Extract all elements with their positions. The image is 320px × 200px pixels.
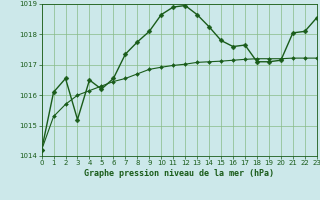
X-axis label: Graphe pression niveau de la mer (hPa): Graphe pression niveau de la mer (hPa) (84, 169, 274, 178)
